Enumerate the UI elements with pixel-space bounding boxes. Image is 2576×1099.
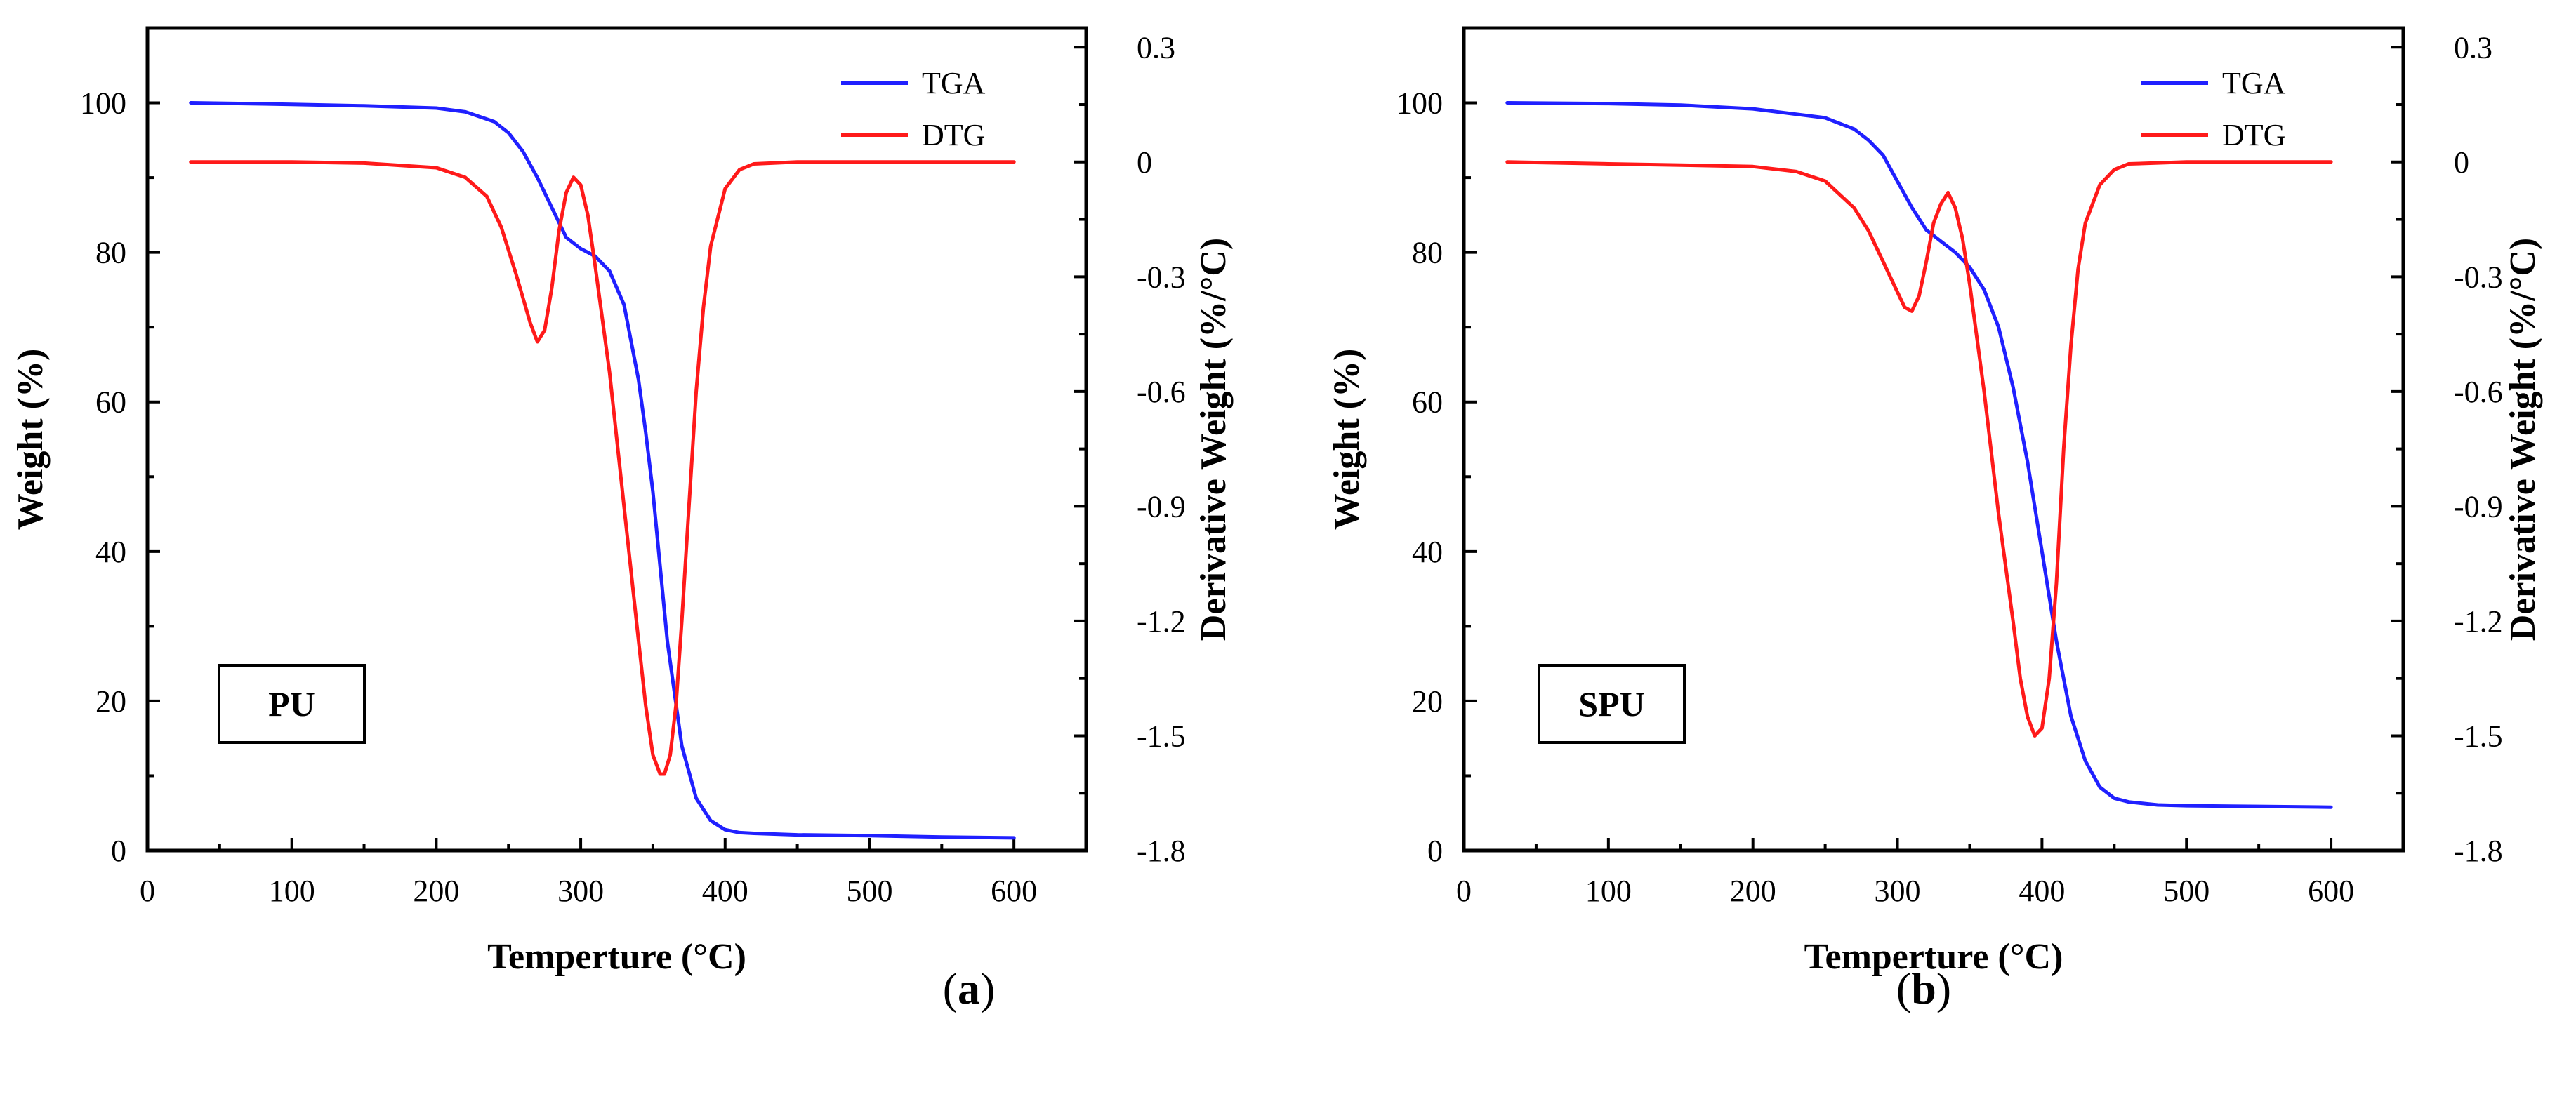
y-right-tick-label: 0 [1137,145,1152,180]
y-left-tick-label: 60 [95,385,126,420]
y-right-tick-label: -1.5 [1137,719,1186,753]
y-right-tick-label: 0.3 [2454,30,2492,65]
x-axis-title: Temperture (°C) [1804,937,2063,977]
y-right-tick-label: -1.2 [2454,604,2503,639]
y-left-tick-label: 40 [1412,535,1443,569]
y-right-tick-label: 0.3 [1137,30,1175,65]
x-tick-label: 300 [1875,874,1921,908]
y-left-tick-label: 0 [111,834,126,868]
x-tick-label: 600 [991,874,1037,908]
y-left-tick-label: 80 [1412,236,1443,270]
chart-panel-a: 0 100 200 300 400 500 600 0 20 40 60 80 100 0.3 0 -0.3 -… [11,26,1234,1013]
x-tick-label: 600 [2308,874,2354,908]
y-left-tick-label: 20 [1412,684,1443,719]
legend-label-dtg: DTG [922,118,985,152]
series-line-dtg [1505,160,2333,738]
x-tick-label: 500 [846,874,892,908]
panel-label: (a) [943,964,996,1013]
y-left-tick-label: 100 [80,86,126,121]
legend-label-tga: TGA [2222,66,2286,100]
y-right-axis-title: Derivative Weight (%/°C) [1194,238,1234,641]
y-right-tick-label: -0.3 [1137,260,1186,294]
x-tick-label: 400 [702,874,748,908]
y-left-tick-label: 40 [95,535,126,569]
x-tick-label: 400 [2019,874,2065,908]
series-line-dtg [189,160,1016,776]
y-left-axis-title: Weight (%) [11,349,51,531]
y-left-tick-label: 80 [95,236,126,270]
y-left-tick-label: 20 [95,684,126,719]
panel-label: (b) [1896,964,1951,1013]
legend-label-tga: TGA [922,66,986,100]
y-right-tick-label: 0 [2454,145,2469,180]
x-tick-label: 100 [269,874,315,908]
y-right-axis-title: Derivative Weight (%/°C) [2503,238,2543,641]
series-line-tga [1505,101,2333,809]
y-left-axis-title: Weight (%) [1327,349,1367,531]
y-right-tick-label: -0.3 [2454,260,2503,294]
x-tick-label: 500 [2163,874,2210,908]
x-tick-label: 0 [1456,874,1472,908]
chart-panel-b: 0 100 200 300 400 500 600 0 20 40 60 80 100 0.3 0 -0.3 -… [1327,26,2543,1013]
x-tick-label: 300 [557,874,604,908]
series-line-tga [189,101,1016,840]
y-right-tick-label: -1.8 [1137,834,1186,868]
sample-label: SPU [1578,684,1644,724]
x-axis-title: Temperture (°C) [487,937,746,977]
y-right-tick-label: -1.2 [1137,604,1186,639]
x-tick-label: 100 [1585,874,1632,908]
x-tick-label: 200 [1730,874,1776,908]
legend-label-dtg: DTG [2222,118,2285,152]
y-right-tick-label: -0.9 [1137,489,1186,524]
x-tick-label: 200 [413,874,459,908]
sample-label-box [1538,664,1686,744]
y-right-tick-label: -0.6 [1137,375,1186,409]
sample-label-box [218,664,366,744]
plot-frame [1462,26,2405,853]
x-tick-label: 0 [140,874,155,908]
y-left-tick-label: 60 [1412,385,1443,420]
y-right-tick-label: -0.9 [2454,489,2503,524]
y-left-tick-label: 0 [1427,834,1443,868]
y-left-tick-label: 100 [1396,86,1443,121]
y-right-tick-label: -0.6 [2454,375,2503,409]
y-right-tick-label: -1.8 [2454,834,2503,868]
y-right-tick-label: -1.5 [2454,719,2503,753]
plot-frame [145,26,1088,853]
sample-label: PU [268,684,315,724]
